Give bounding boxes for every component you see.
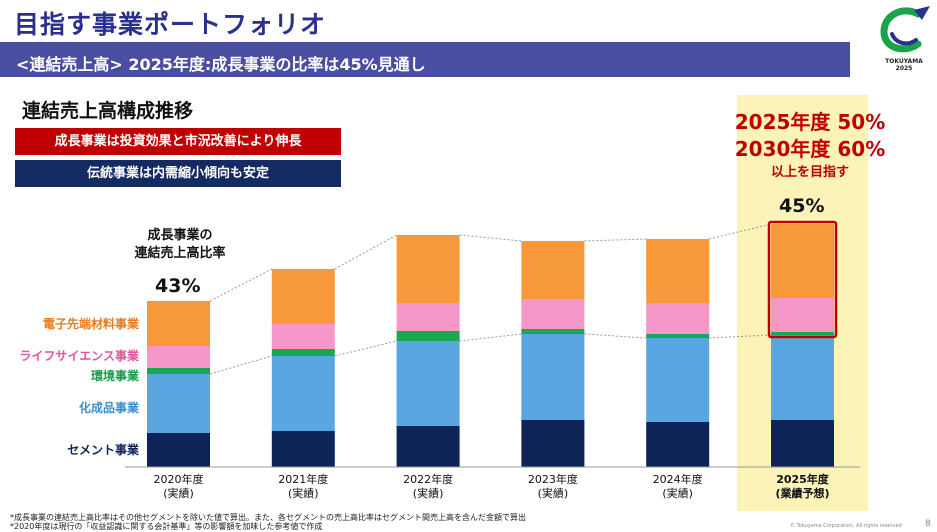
connector-top-1 [334, 234, 397, 270]
x-tick-5: 2025年度 (業績予想) [753, 473, 853, 501]
x-tick-year-2: 2022年度 [403, 473, 454, 486]
bar-chemicals-0 [147, 374, 210, 433]
x-tick-3: 2023年度 (実績) [503, 473, 603, 501]
bar-electronic-3 [521, 241, 585, 299]
x-tick-year-1: 2021年度 [278, 473, 329, 486]
ratio-label: 成長事業の 連結売上高比率 [110, 227, 250, 263]
legend-chemicals: 化成品事業 [78, 401, 139, 415]
x-tick-0: 2020年度 (実績) [129, 473, 229, 501]
bar-chemicals-2 [396, 341, 460, 426]
bar-environment-4 [646, 334, 710, 338]
bar-cement-1 [271, 431, 335, 467]
x-tick-year-3: 2023年度 [527, 473, 578, 486]
legend-environment: 環境事業 [90, 369, 139, 383]
connector-growth-2 [459, 333, 522, 342]
bar-chemicals-1 [271, 356, 335, 431]
x-tick-note-0: (実績) [163, 487, 194, 500]
bar-life_science-1 [271, 324, 335, 349]
ratio-label-line2: 連結売上高比率 [134, 246, 226, 261]
connector-growth-0 [209, 355, 272, 375]
bar-electronic-2 [396, 235, 460, 303]
x-tick-note-2: (実績) [412, 487, 444, 500]
bar-chemicals-3 [521, 334, 585, 420]
logo-year: 2025 [895, 65, 913, 72]
x-tick-note-1: (実績) [288, 487, 319, 500]
bar-cement-3 [521, 420, 585, 467]
target-note: 以上を目指す [770, 165, 849, 180]
bar-life_science-2 [396, 303, 460, 331]
legend-life_science: ライフサイエンス事業 [19, 349, 139, 363]
page-number: 8 [925, 519, 931, 529]
bar-chemicals-4 [646, 338, 710, 422]
bar-environment-5 [771, 332, 834, 335]
subtitle-banner: <連結売上高> 2025年度:成長事業の比率は45%見通し [0, 42, 850, 77]
bar-environment-2 [396, 331, 460, 341]
connector-top-0 [209, 268, 273, 302]
connector-top-3 [584, 238, 647, 242]
bar-cement-4 [646, 422, 710, 467]
connector-top-4 [709, 223, 772, 240]
bar-life_science-0 [147, 346, 210, 368]
traditional-callout: 伝統事業は内需縮小傾向も安定 [15, 160, 341, 187]
banner-text: <連結売上高> 2025年度:成長事業の比率は45%見通し [16, 55, 426, 74]
bar-electronic-0 [147, 301, 210, 346]
bar-life_science-4 [646, 303, 710, 334]
bar-life_science-5 [771, 298, 834, 332]
logo-icon [880, 6, 930, 53]
logo-text: TOKUYAMA [885, 58, 923, 65]
x-tick-4: 2024年度 (実績) [628, 473, 728, 501]
bar-life_science-3 [521, 299, 585, 329]
copyright: © Tokuyama Corporation, All rights reser… [790, 523, 902, 529]
page-title: 目指す事業ポートフォリオ [14, 10, 327, 39]
connector-growth-3 [584, 333, 647, 339]
growth-outline [767, 220, 838, 339]
bar-cement-0 [147, 433, 210, 467]
footnote-2: *2020年度は現行の「収益認識に関する会計基準」等の影響額を加味した参考値で作… [10, 522, 323, 531]
target-2030: 2030年度 60% [734, 137, 886, 161]
x-tick-note-3: (実績) [537, 487, 569, 500]
connector-growth-1 [334, 340, 397, 357]
x-tick-note-5: (業績予想) [775, 487, 830, 500]
x-tick-2: 2022年度 (実績) [378, 473, 478, 501]
bar-environment-0 [147, 368, 210, 374]
chart-heading: 連結売上高構成推移 [22, 100, 194, 122]
bar-chemicals-5 [771, 335, 834, 420]
connector-top-2 [459, 234, 522, 242]
target-2025: 2025年度 50% [734, 110, 886, 134]
bar-electronic-1 [271, 269, 335, 324]
bar-cement-2 [396, 426, 460, 467]
ratio-2025: 45% [779, 195, 825, 217]
bar-electronic-4 [646, 239, 710, 303]
x-tick-1: 2021年度 (実績) [253, 473, 353, 501]
ratio-label-line1: 成長事業の [147, 228, 213, 243]
bar-environment-1 [271, 349, 335, 356]
bar-environment-3 [521, 329, 585, 334]
bar-cement-5 [771, 420, 834, 467]
x-tick-note-4: (実績) [662, 487, 693, 500]
x-tick-year-4: 2024年度 [652, 473, 703, 486]
company-logo: TOKUYAMA 2025 [874, 4, 934, 74]
bar-electronic-5 [771, 224, 834, 298]
x-tick-year-0: 2020年度 [153, 473, 204, 486]
footnote-1: *成長事業の連結売上高比率はその他セグメントを除いた値で算出。また、各セグメント… [10, 513, 526, 522]
ratio-2020: 43% [155, 275, 201, 297]
growth-callout: 成長事業は投資効果と市況改善により伸長 [15, 128, 341, 155]
legend-electronic: 電子先端材料事業 [42, 317, 139, 331]
legend-cement: セメント事業 [67, 443, 139, 457]
x-tick-year-5: 2025年度 [776, 473, 829, 486]
